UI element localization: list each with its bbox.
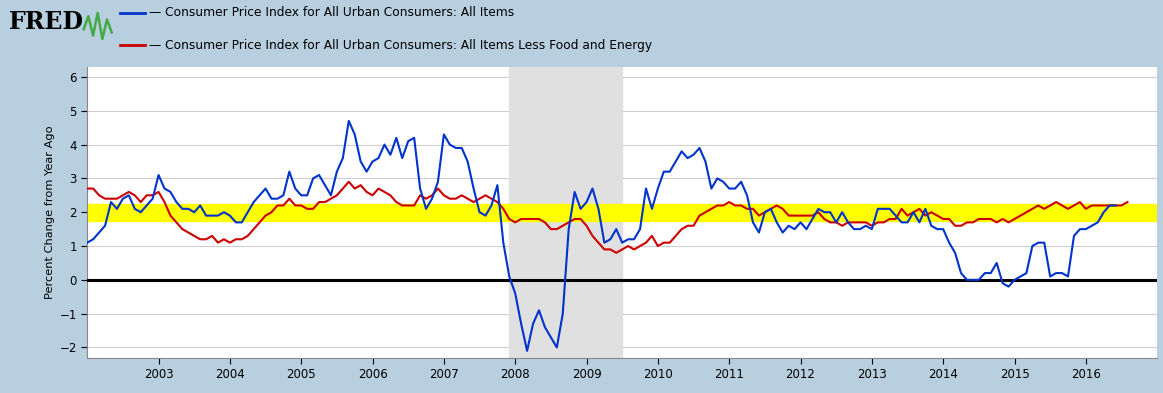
Text: FRED: FRED (9, 10, 84, 34)
Bar (87, 204, 1157, 221)
Y-axis label: Percent Change from Year Ago: Percent Change from Year Ago (45, 125, 56, 299)
Bar (509, 67, 622, 358)
Text: — Consumer Price Index for All Urban Consumers: All Items Less Food and Energy: — Consumer Price Index for All Urban Con… (149, 39, 652, 52)
Text: — Consumer Price Index for All Urban Consumers: All Items: — Consumer Price Index for All Urban Con… (149, 6, 514, 20)
